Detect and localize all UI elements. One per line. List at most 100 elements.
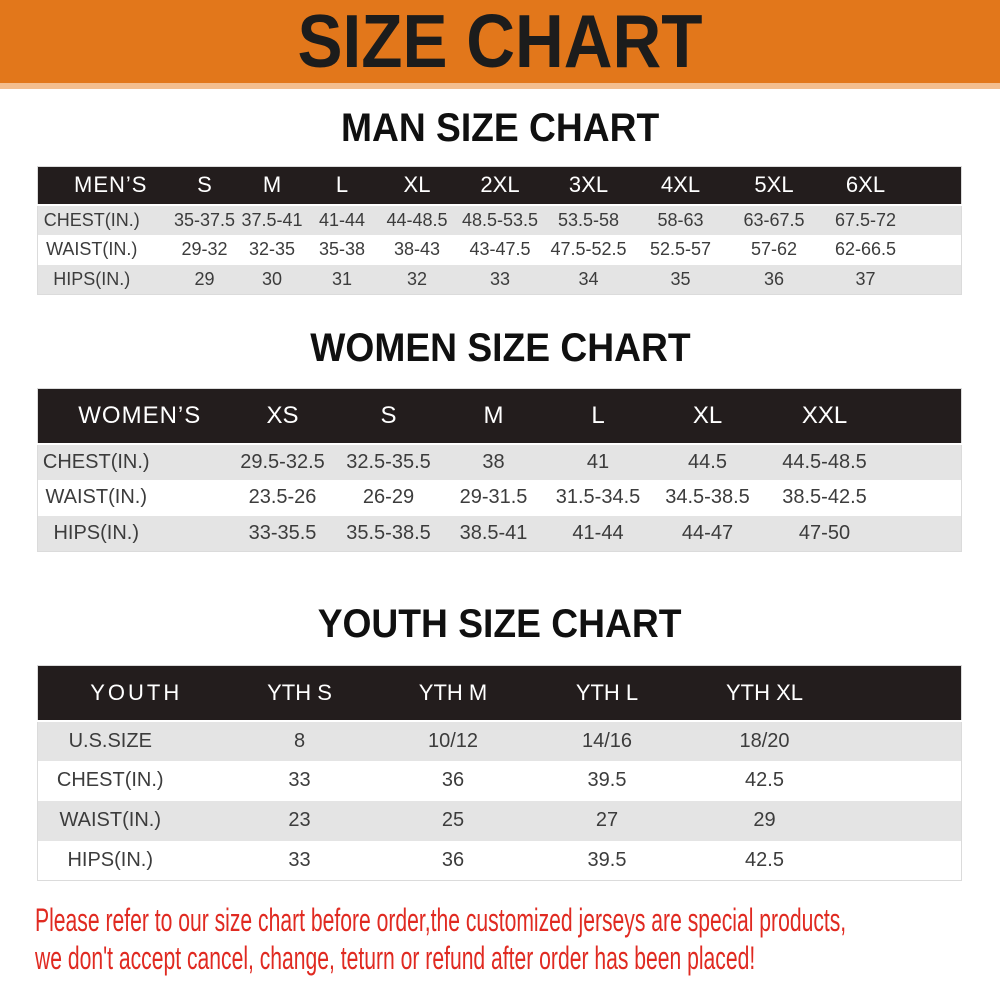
spacer-cell: [884, 479, 962, 516]
spacer-cell: [844, 800, 962, 841]
table-cell: 14/16: [529, 720, 685, 761]
table-cell: 48.5-53.5: [456, 204, 544, 235]
table-cell: 47.5-52.5: [543, 234, 634, 265]
banner: SIZE CHART: [0, 0, 1000, 89]
row-label: WAIST(IN.): [37, 234, 172, 265]
table-cell: 63-67.5: [727, 204, 821, 235]
table-cell: 35-38: [306, 234, 378, 265]
table-cell: 37: [820, 264, 911, 295]
size-chart-page: SIZE CHART MAN SIZE CHART MEN’S S M L XL…: [0, 0, 1000, 977]
men-col-header: S: [171, 166, 238, 206]
youth-header-row: YOUTH YTH S YTH M YTH L YTH XL: [37, 665, 962, 722]
youth-size-table: YOUTH YTH S YTH M YTH L YTH XL U.S.SIZE …: [37, 665, 962, 881]
table-cell: 29: [684, 800, 845, 841]
men-waist-row: WAIST(IN.) 29-32 32-35 35-38 38-43 43-47…: [37, 234, 962, 265]
table-cell: 37.5-41: [237, 204, 307, 235]
table-cell: 35-37.5: [171, 204, 238, 235]
table-cell: 53.5-58: [543, 204, 634, 235]
women-waist-row: WAIST(IN.) 23.5-26 26-29 29-31.5 31.5-34…: [37, 479, 962, 516]
men-corner-label: MEN’S: [37, 166, 172, 206]
spacer-cell: [844, 840, 962, 881]
disclaimer: Please refer to our size chart before or…: [0, 901, 1000, 977]
table-cell: 10/12: [376, 720, 530, 761]
youth-col-header: YTH XL: [684, 665, 845, 722]
table-cell: 25: [376, 800, 530, 841]
table-cell: 29.5-32.5: [229, 443, 336, 480]
spacer-cell: [844, 665, 962, 722]
table-cell: 33: [222, 760, 377, 801]
spacer-cell: [910, 204, 962, 235]
table-cell: 41-44: [545, 515, 651, 552]
men-hips-row: HIPS(IN.) 29 30 31 32 33 34 35 36 37: [37, 264, 962, 295]
women-col-header: XXL: [764, 388, 885, 445]
youth-hips-row: HIPS(IN.) 33 36 39.5 42.5: [37, 840, 962, 881]
table-cell: 32: [377, 264, 457, 295]
spacer-cell: [910, 166, 962, 206]
table-cell: 42.5: [684, 840, 845, 881]
men-section-heading: MAN SIZE CHART: [340, 106, 660, 150]
row-label: CHEST(IN.): [37, 760, 223, 801]
table-cell: 44.5-48.5: [764, 443, 885, 480]
table-cell: 23: [222, 800, 377, 841]
table-cell: 42.5: [684, 760, 845, 801]
spacer-cell: [884, 515, 962, 552]
men-col-header: XL: [377, 166, 457, 206]
table-cell: 62-66.5: [820, 234, 911, 265]
row-label: HIPS(IN.): [37, 515, 230, 552]
table-cell: 29: [171, 264, 238, 295]
row-label: HIPS(IN.): [37, 840, 223, 881]
table-cell: 39.5: [529, 840, 685, 881]
table-cell: 32.5-35.5: [335, 443, 442, 480]
table-cell: 38.5-42.5: [764, 479, 885, 516]
women-size-table: WOMEN’S XS S M L XL XXL CHEST(IN.) 29.5-…: [37, 388, 962, 552]
table-cell: 33: [456, 264, 544, 295]
youth-col-header: YTH L: [529, 665, 685, 722]
men-col-header: 2XL: [456, 166, 544, 206]
table-cell: 18/20: [684, 720, 845, 761]
youth-corner-label: YOUTH: [37, 665, 223, 722]
men-col-header: 6XL: [820, 166, 911, 206]
table-cell: 38: [441, 443, 546, 480]
women-col-header: L: [545, 388, 651, 445]
table-cell: 38-43: [377, 234, 457, 265]
women-col-header: S: [335, 388, 442, 445]
table-cell: 44-47: [650, 515, 765, 552]
table-cell: 36: [376, 840, 530, 881]
women-col-header: M: [441, 388, 546, 445]
youth-col-header: YTH S: [222, 665, 377, 722]
disclaimer-line-2: we don't accept cancel, change, teturn o…: [35, 940, 756, 976]
table-cell: 26-29: [335, 479, 442, 516]
women-corner-label: WOMEN’S: [37, 388, 230, 445]
table-cell: 8: [222, 720, 377, 761]
row-label: U.S.SIZE: [37, 720, 223, 761]
table-cell: 35: [633, 264, 728, 295]
table-cell: 34.5-38.5: [650, 479, 765, 516]
youth-col-header: YTH M: [376, 665, 530, 722]
women-hips-row: HIPS(IN.) 33-35.5 35.5-38.5 38.5-41 41-4…: [37, 515, 962, 552]
table-cell: 36: [376, 760, 530, 801]
table-cell: 38.5-41: [441, 515, 546, 552]
row-label: CHEST(IN.): [37, 443, 230, 480]
table-cell: 44-48.5: [377, 204, 457, 235]
youth-waist-row: WAIST(IN.) 23 25 27 29: [37, 800, 962, 841]
youth-chest-row: CHEST(IN.) 33 36 39.5 42.5: [37, 760, 962, 801]
table-cell: 31.5-34.5: [545, 479, 651, 516]
women-section-heading: WOMEN SIZE CHART: [309, 326, 691, 370]
disclaimer-line-1: Please refer to our size chart before or…: [35, 902, 847, 938]
table-cell: 23.5-26: [229, 479, 336, 516]
table-cell: 44.5: [650, 443, 765, 480]
table-cell: 41-44: [306, 204, 378, 235]
youth-ussize-row: U.S.SIZE 8 10/12 14/16 18/20: [37, 720, 962, 761]
table-cell: 30: [237, 264, 307, 295]
spacer-cell: [910, 264, 962, 295]
table-cell: 29-31.5: [441, 479, 546, 516]
table-cell: 39.5: [529, 760, 685, 801]
table-cell: 58-63: [633, 204, 728, 235]
table-cell: 34: [543, 264, 634, 295]
row-label: WAIST(IN.): [37, 800, 223, 841]
table-cell: 47-50: [764, 515, 885, 552]
men-col-header: L: [306, 166, 378, 206]
row-label: CHEST(IN.): [37, 204, 172, 235]
table-cell: 67.5-72: [820, 204, 911, 235]
spacer-cell: [910, 234, 962, 265]
